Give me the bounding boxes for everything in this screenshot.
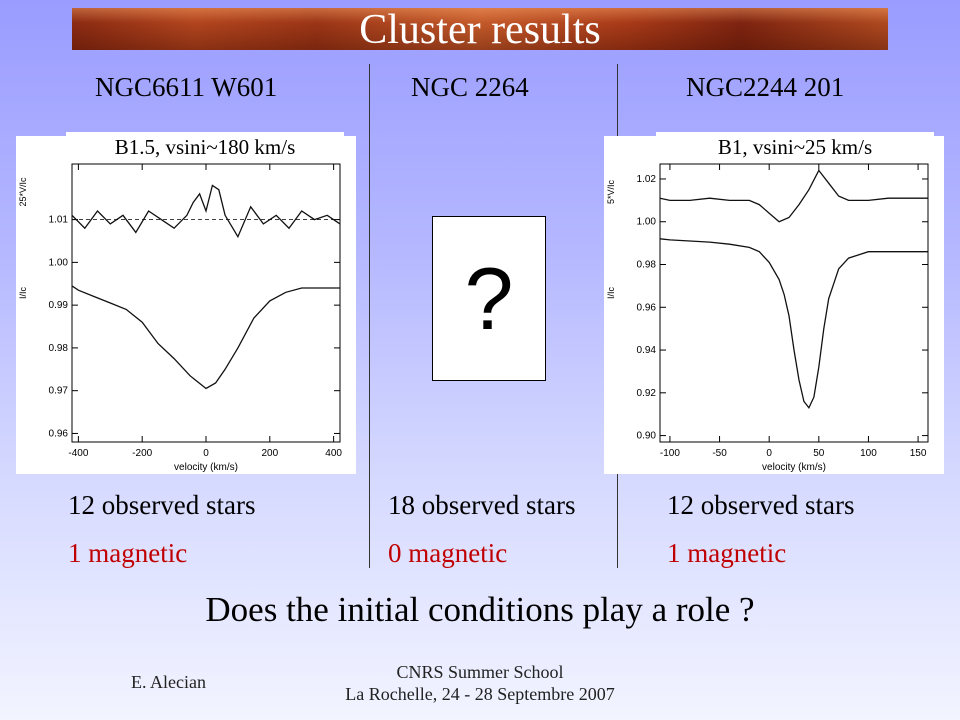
x-tick-label: -100 (660, 448, 680, 459)
x-axis-label: velocity (km/s) (174, 462, 238, 473)
series-line-stokes-I (71, 285, 340, 390)
x-tick-label: -200 (132, 448, 152, 459)
cluster-name-ngc6611: NGC6611 W601 (95, 72, 278, 102)
cluster-name-ngc2264: NGC 2264 (411, 72, 529, 102)
x-tick-label: 100 (860, 448, 877, 459)
y-axis-label-stokes-v: 5*V/Ic (606, 179, 616, 204)
y-tick-label: 0.96 (637, 302, 657, 313)
y-tick-label: 0.90 (637, 431, 657, 442)
observed-count-ngc2244: 12 observed stars (667, 490, 855, 520)
y-axis-label-stokes-v: 25*V/Ic (18, 177, 28, 207)
y-tick-label: 0.99 (49, 300, 69, 311)
x-tick-label: -400 (68, 448, 88, 459)
observed-count-ngc6611: 12 observed stars (68, 490, 256, 520)
y-tick-label: 0.92 (637, 388, 657, 399)
spectrum-chart-ngc2244: -100 -50 0 50 100 150 0.90 0.92 0.94 0.96 0.98 1.00… (606, 163, 929, 473)
x-tick-label: 50 (813, 448, 825, 459)
y-axis-label: I/Ic (606, 287, 616, 300)
spectral-type-label-ngc2244: B1, vsini~25 km/s (656, 132, 934, 162)
y-tick-label: 0.97 (49, 386, 69, 397)
cluster-name-ngc2244: NGC2244 201 (686, 72, 845, 102)
slide-title: Cluster results (359, 7, 601, 53)
y-tick-label: 1.02 (637, 174, 657, 185)
footer-author: E. Alecian (131, 672, 206, 692)
series-line-stokes-V (659, 169, 928, 223)
x-tick-label: 0 (766, 448, 772, 459)
spectrum-panel-ngc6611: -400 -200 0 200 400 0.96 0.97 0.98 0.99 1.00 1.01 v… (16, 136, 356, 474)
y-tick-label: 1.00 (49, 257, 69, 268)
y-tick-label: 0.96 (49, 428, 69, 439)
y-tick-label: 1.00 (637, 217, 657, 228)
x-axis-label: velocity (km/s) (762, 462, 826, 473)
footer-event-line2: La Rochelle, 24 - 28 Septembre 2007 (345, 684, 615, 704)
magnetic-count-ngc6611: 1 magnetic (68, 538, 188, 568)
series-line-stokes-I (659, 238, 928, 410)
column-divider-left (369, 64, 370, 568)
y-axis-label: I/Ic (18, 287, 28, 300)
x-tick-label: -50 (712, 448, 727, 459)
observed-count-ngc2264: 18 observed stars (388, 490, 576, 520)
x-tick-label: 400 (325, 448, 342, 459)
magnetic-count-ngc2264: 0 magnetic (388, 538, 508, 568)
plot-frame (71, 163, 341, 443)
magnetic-count-ngc2244: 1 magnetic (667, 538, 787, 568)
missing-spectrum-placeholder: ? (432, 216, 546, 381)
spectrum-chart-ngc6611: -400 -200 0 200 400 0.96 0.97 0.98 0.99 1.00 1.01 v… (18, 163, 342, 473)
title-banner (72, 8, 888, 50)
x-tick-label: 0 (203, 448, 209, 459)
x-tick-label: 200 (261, 448, 278, 459)
closing-question: Does the initial conditions play a role … (205, 590, 755, 629)
x-tick-label: 150 (910, 448, 927, 459)
y-tick-label: 0.94 (637, 345, 657, 356)
footer-event-line1: CNRS Summer School (396, 662, 564, 682)
y-tick-label: 0.98 (49, 343, 69, 354)
series-line-stokes-V (71, 184, 341, 239)
plot-frame (659, 163, 929, 443)
y-tick-label: 1.01 (49, 215, 69, 226)
spectrum-panel-ngc2244: -100 -50 0 50 100 150 0.90 0.92 0.94 0.96 0.98 1.00… (604, 136, 944, 474)
spectral-type-label-ngc6611: B1.5, vsini~180 km/s (66, 132, 344, 162)
y-tick-label: 0.98 (637, 260, 657, 271)
